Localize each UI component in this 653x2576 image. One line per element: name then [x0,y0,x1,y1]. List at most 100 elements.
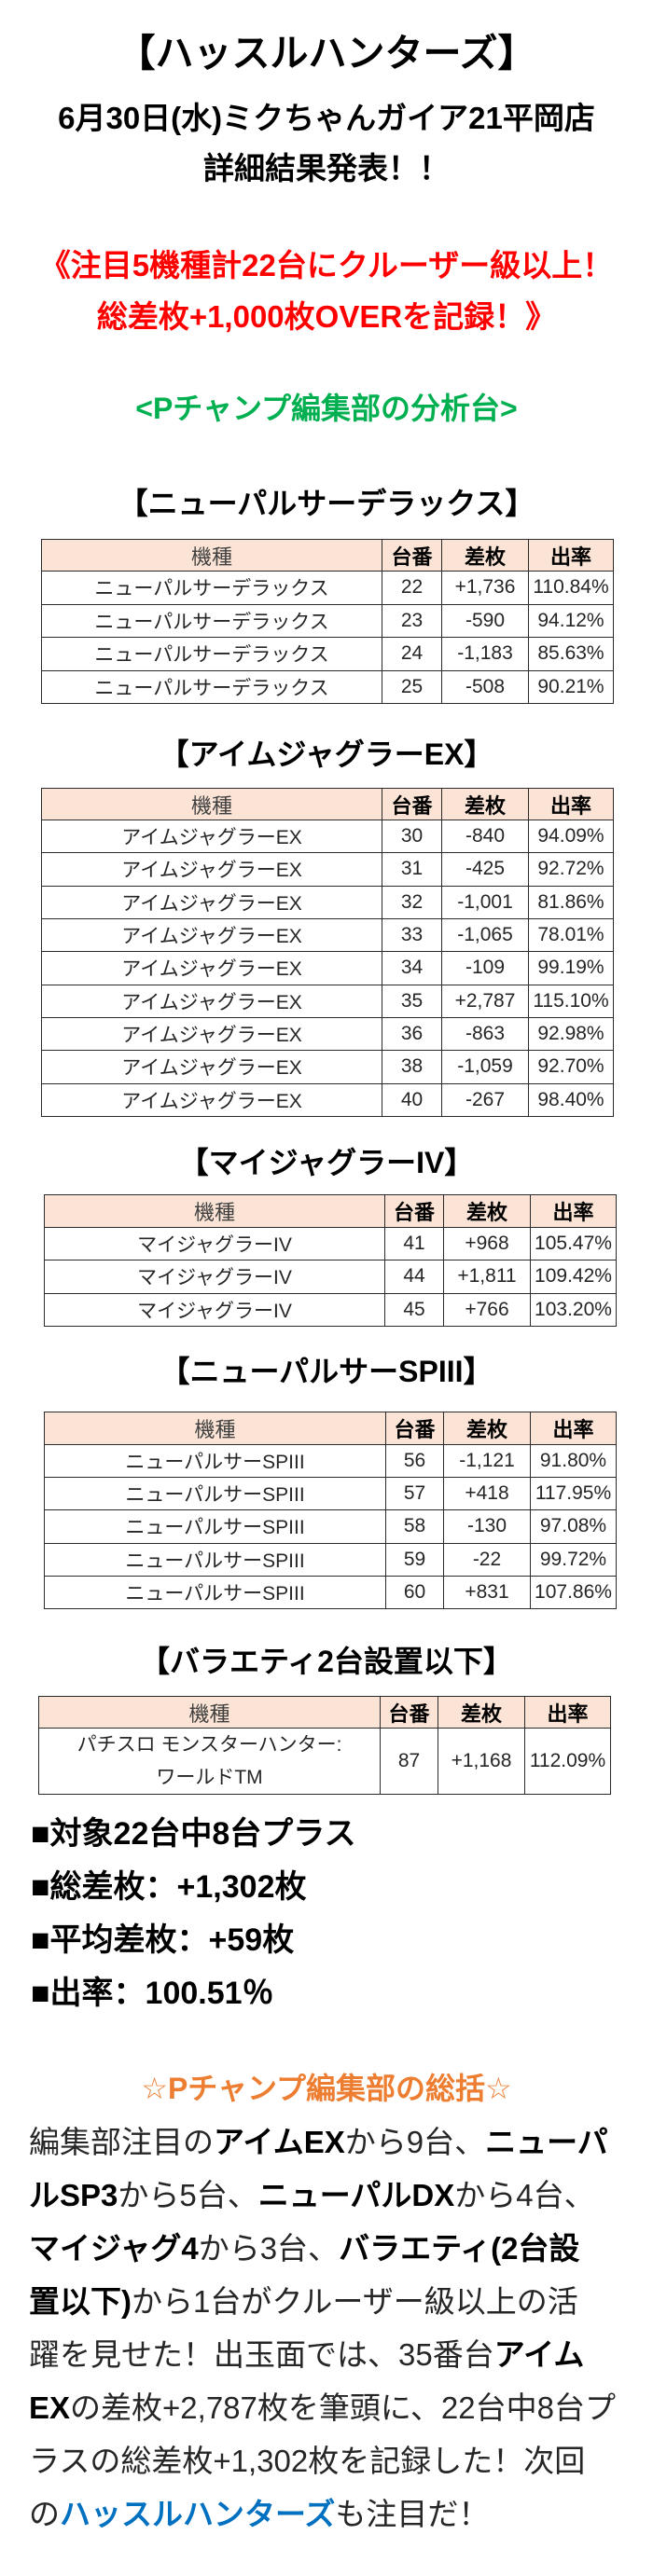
table-row: ニューパルサーSPIII 58 -130 97.08% [44,1509,617,1544]
cell-diff: -508 [441,669,529,704]
highlight-line-1: 《注目5機種計22台にクルーザー級以上！ [39,248,614,282]
review-text-bold: 置以下) [29,2284,132,2319]
table-header-row: 機種 台番 差枚 出率 [44,1412,617,1445]
cell-model: アイムジャグラーEX [41,852,382,887]
cell-diff: +831 [443,1575,531,1609]
cell-diff: -1,001 [441,885,529,919]
cell-model: アイムジャグラーEX [41,1016,382,1052]
cell-diff: +418 [443,1477,531,1511]
analysis-heading: <Pチャンプ編集部の分析台> [135,392,518,425]
review-text: から9台、 [344,2125,486,2159]
table-row: ニューパルサーデラックス 22 +1,736 110.84% [41,571,614,605]
cell-rate: 103.20% [530,1292,617,1327]
column-header-rate: 出率 [528,539,614,572]
column-header-model: 機種 [38,1696,381,1729]
column-header-model: 機種 [44,1194,385,1228]
column-header-number: 台番 [385,1412,444,1445]
cell-model: ニューパルサーSPIII [44,1542,386,1577]
column-header-rate: 出率 [528,788,614,820]
column-header-diff: 差枚 [441,788,529,820]
review-text: から3台、 [198,2231,340,2266]
cell-model: ニューパルサーデラックス [41,669,382,704]
results-table-my-juggler-iv: 機種 台番 差枚 出率 マイジャグラーIV 41 +968 105.47% マイ… [44,1194,617,1327]
cell-number: 22 [382,571,442,605]
section-title-im-juggler-ex: 【アイムジャグラーEX】 [159,737,494,771]
review-text-bold: アイム [493,2337,585,2372]
column-header-diff: 差枚 [438,1696,525,1729]
review-line: ラスの総差枚+1,302枚を記録した！次回 [29,2434,616,2487]
store-date-line: 6月30日(水)ミクちゃんガイア21平岡店 [58,101,595,135]
cell-model: ニューパルサーSPIII [44,1443,386,1479]
review-line: マイジャグ4から3台、バラエティ(2台設 [29,2222,616,2275]
column-header-model: 機種 [44,1412,386,1445]
cell-diff: +2,787 [441,984,529,1018]
cell-rate: 92.98% [528,1016,614,1052]
cell-rate: 94.09% [528,819,614,854]
cell-number: 35 [382,984,442,1018]
section-title-new-pulsar-sp3: 【ニューパルサーSPIII】 [160,1355,493,1388]
cell-number: 24 [382,637,442,671]
table-row: アイムジャグラーEX 31 -425 92.72% [41,852,614,887]
table-row: アイムジャグラーEX 35 +2,787 115.10% [41,984,614,1018]
cell-model: マイジャグラーIV [44,1260,385,1294]
summary-item-plus-count: ■対象22台中8台プラス [31,1816,356,1852]
cell-model-line-2: ワールドTM [156,1767,263,1788]
cell-diff: +1,736 [441,571,529,605]
cell-number: 41 [384,1226,444,1261]
cell-model: アイムジャグラーEX [41,1082,382,1117]
section-title-my-juggler-iv: 【マイジャグラーIV】 [178,1146,475,1179]
cell-diff: -840 [441,819,529,854]
cell-rate: 109.42% [530,1260,617,1294]
summary-item-total-diff: ■総差枚：+1,302枚 [31,1869,307,1905]
review-text-bold: アイムEX [214,2125,345,2159]
cell-rate: 94.12% [528,603,614,638]
cell-rate: 105.47% [530,1226,617,1261]
summary-item-average-diff: ■平均差枚：+59枚 [31,1922,295,1958]
cell-number: 33 [382,917,442,953]
table-row: マイジャグラーIV 45 +766 103.20% [44,1292,617,1327]
cell-model-line-1: パチスロ モンスターハンター: [76,1734,342,1756]
cell-model: アイムジャグラーEX [41,885,382,919]
column-header-number: 台番 [382,788,442,820]
cell-number: 45 [384,1292,444,1327]
review-text-bold: ニューパルDX [257,2178,455,2212]
column-header-number: 台番 [382,539,442,572]
review-heading: ☆Pチャンプ編集部の総括☆ [141,2072,512,2105]
review-text-bold: ルSP3 [29,2178,118,2212]
table-row: ニューパルサーデラックス 24 -1,183 85.63% [41,637,614,671]
cell-model: パチスロ モンスターハンター: ワールドTM [38,1728,381,1795]
review-text-bold: ニューパ [485,2125,608,2159]
announcement-line: 詳細結果発表！！ [203,151,450,186]
table-row: アイムジャグラーEX 38 -1,059 92.70% [41,1050,614,1084]
review-text: 編集部注目の [29,2125,214,2159]
cell-diff: +766 [443,1292,531,1327]
review-line: 躍を見せた！出玉面では、35番台アイム [29,2328,616,2381]
cell-rate: 97.08% [530,1509,617,1544]
cell-number: 30 [382,819,442,854]
table-header-row: 機種 台番 差枚 出率 [41,539,614,572]
cell-number: 34 [382,951,442,985]
cell-diff: -863 [441,1016,529,1052]
review-text: の [29,2497,60,2531]
cell-rate: 92.70% [528,1050,614,1084]
cell-rate: 99.72% [530,1542,617,1577]
cell-number: 31 [382,852,442,887]
review-text-bold: マイジャグ4 [29,2231,199,2266]
cell-number: 38 [382,1050,442,1084]
cell-model: アイムジャグラーEX [41,917,382,953]
review-text: ラスの総差枚+1,302枚を記録した！次回 [29,2444,586,2478]
section-title-new-pulsar-dx: 【ニューパルサーデラックス】 [118,487,535,520]
cell-model: アイムジャグラーEX [41,1050,382,1084]
cell-number: 32 [382,885,442,919]
cell-rate: 91.80% [530,1443,617,1479]
cell-rate: 117.95% [530,1477,617,1511]
cell-diff: -130 [443,1509,531,1544]
cell-model: アイムジャグラーEX [41,984,382,1018]
cell-number: 87 [380,1728,438,1795]
table-row: ニューパルサーSPIII 56 -1,121 91.80% [44,1443,617,1479]
cell-model: ニューパルサーSPIII [44,1509,386,1544]
review-line: EXの差枚+2,787枚を筆頭に、22台中8台プ [29,2381,616,2434]
cell-rate: 81.86% [528,885,614,919]
table-header-row: 機種 台番 差枚 出率 [41,788,614,820]
cell-rate: 115.10% [528,984,614,1018]
